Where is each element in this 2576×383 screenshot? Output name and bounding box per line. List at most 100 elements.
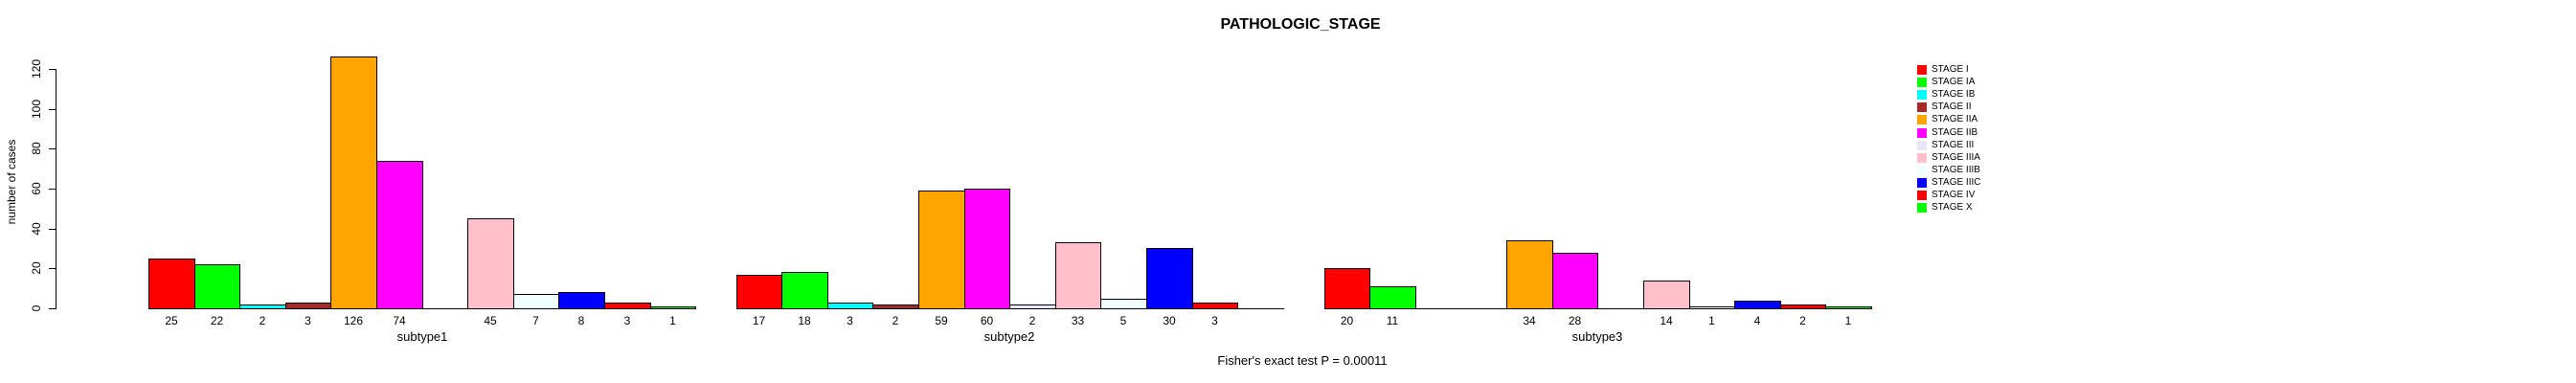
legend-entry: STAGE IV [1917,189,1975,201]
legend-entry-label: STAGE III [1932,140,1975,150]
bar-value-label: 1 [1844,314,1852,327]
legend-entry-label: STAGE IA [1932,77,1976,87]
bar-stage-iib [1552,253,1598,309]
legend-entry-label: STAGE IIIC [1932,177,1981,188]
bar-value-label: 33 [1071,314,1085,327]
legend-entry-label: STAGE I [1932,64,1969,75]
y-axis-tick-label: 60 [30,182,43,195]
y-axis-tick [49,308,56,309]
legend-entry: STAGE IIIB [1917,164,1980,176]
y-axis-tick-label: 0 [30,304,43,312]
y-axis-title: number of cases [5,139,18,225]
bar-value-label: 3 [305,314,311,327]
bar-stage-i [1324,268,1370,309]
y-axis-tick [49,189,56,190]
bar-value-label: 14 [1660,314,1673,327]
bar-value-label: 17 [752,314,766,327]
legend-entry: STAGE IA [1917,76,1975,88]
legend-entry: STAGE IIIC [1917,176,1981,189]
legend-swatch-icon [1917,101,1927,112]
bar-stage-x [1825,306,1872,309]
legend-swatch-icon [1917,77,1927,87]
y-axis-tick-label: 100 [30,99,43,120]
bar-stage-iiic [1146,248,1193,309]
bar-value-label: 5 [1119,314,1127,327]
bar-stage-ia [781,272,828,309]
chart-title: PATHOLOGIC_STAGE [1220,16,1381,33]
bar-value-label: 2 [1028,314,1036,327]
legend-swatch-icon [1917,64,1927,75]
bar-stage-ib [239,304,286,309]
bar-stage-i [148,259,195,309]
bar-value-label: 59 [935,314,948,327]
y-axis-tick-label: 40 [30,222,43,236]
y-axis-tick [49,148,56,149]
footer-annotation: Fisher's exact test P = 0.00011 [1217,353,1388,368]
bar-stage-iiia [1055,242,1101,309]
legend-entry: STAGE IIA [1917,113,1977,125]
bar-value-label: 7 [532,314,539,327]
bar-value-label: 126 [343,314,364,327]
y-axis-tick-label: 80 [30,142,43,155]
legend-swatch-icon [1917,202,1927,213]
bar-stage-iv [1192,303,1238,309]
bar-value-label: 30 [1163,314,1176,327]
bar-stage-ii [285,303,331,309]
legend-swatch-icon [1917,190,1927,200]
bar-value-label: 11 [1386,314,1399,327]
bar-stage-ia [194,264,240,309]
bar-value-label: 45 [484,314,497,327]
group-baseline [1324,308,1872,309]
group-label-subtype1: subtype1 [396,329,448,344]
bar-stage-iiib [1689,306,1735,309]
bar-stage-iiia [467,218,514,309]
bar-value-label: 25 [165,314,178,327]
legend-entry: STAGE I [1917,63,1969,76]
legend-swatch-icon [1917,165,1927,175]
bar-stage-ii [872,304,919,309]
bar-value-label: 28 [1568,314,1582,327]
bar-stage-iiic [558,292,605,309]
bar-value-label: 1 [669,314,676,327]
legend-entry-label: STAGE IIIA [1932,152,1980,163]
y-axis-tick [49,69,56,70]
bar-value-label: 3 [1211,314,1218,327]
bar-value-label: 22 [210,314,224,327]
bar-stage-iiic [1734,301,1781,309]
bar-value-label: 2 [892,314,899,327]
legend-entry-label: STAGE X [1932,202,1973,213]
legend-entry: STAGE III [1917,139,1974,151]
y-axis-tick [49,268,56,269]
legend-swatch-icon [1917,177,1927,188]
legend-swatch-icon [1917,140,1927,150]
legend-entry: STAGE IB [1917,88,1975,101]
y-axis-tick [49,229,56,230]
bar-stage-iii [1009,304,1056,309]
bar-stage-ia [1369,286,1416,309]
bar-value-label: 3 [847,314,853,327]
bar-value-label: 3 [623,314,631,327]
group-label-subtype3: subtype3 [1571,329,1623,344]
bar-stage-iia [330,56,377,309]
bar-value-label: 2 [259,314,266,327]
bar-value-label: 18 [798,314,811,327]
bar-stage-iia [918,191,965,309]
group-label-subtype2: subtype2 [983,329,1035,344]
bar-stage-iv [604,303,651,309]
bar-stage-ib [827,303,873,309]
legend-entry-label: STAGE IIIB [1932,165,1980,175]
bar-value-label: 1 [1708,314,1715,327]
bar-value-label: 74 [393,314,406,327]
y-axis-tick-label: 20 [30,261,43,275]
bar-stage-iib [376,161,423,309]
legend-entry: STAGE IIIA [1917,151,1980,164]
bar-value-label: 2 [1799,314,1806,327]
legend-swatch-icon [1917,152,1927,163]
bar-value-label: 20 [1340,314,1354,327]
bar-stage-x [650,306,696,309]
y-axis-tick-label: 120 [30,58,43,79]
legend-entry: STAGE IIB [1917,126,1977,139]
bar-stage-iia [1506,240,1553,309]
bar-value-label: 60 [980,314,994,327]
